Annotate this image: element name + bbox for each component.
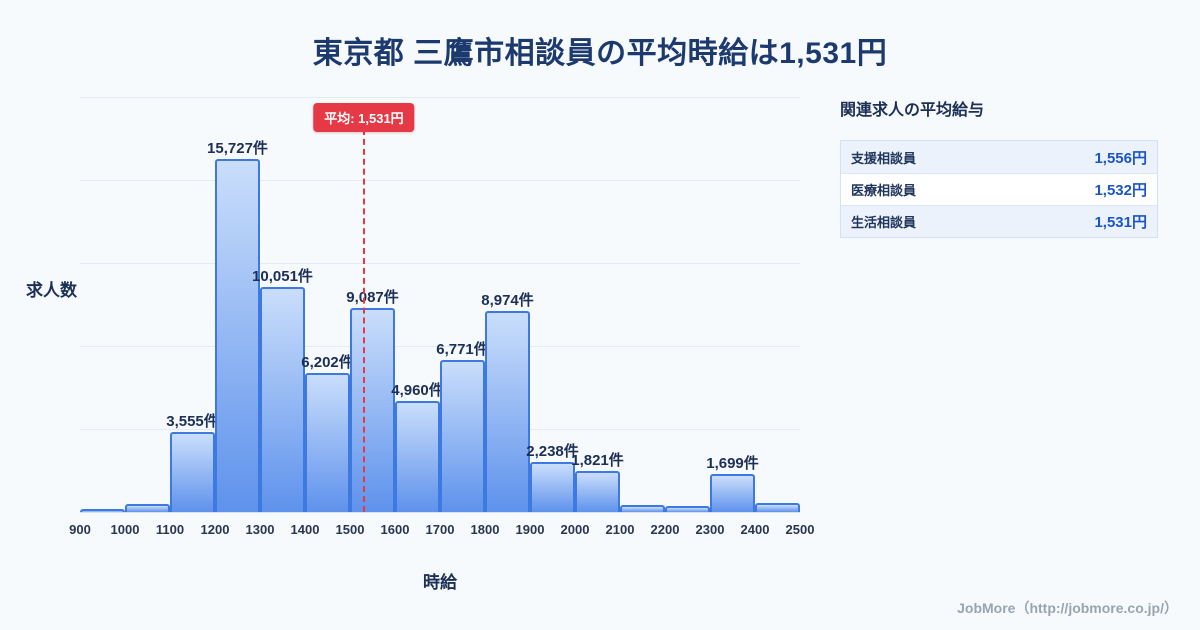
salary-value: 1,556円 — [1094, 149, 1147, 167]
x-axis-line — [80, 512, 800, 513]
bar-value-label: 8,974件 — [481, 291, 534, 309]
bar-value-label: 1,699件 — [706, 454, 759, 472]
histogram-bin: 1,821件 — [571, 97, 624, 512]
histogram-bar: 2,238件 — [526, 443, 579, 512]
footer-credit: JobMore（http://jobmore.co.jp/） — [957, 600, 1178, 616]
bar-value-label: 15,727件 — [207, 140, 268, 158]
bar-value-label: 4,960件 — [391, 381, 444, 399]
x-tick-label: 1000 — [110, 522, 140, 537]
panel-title: 関連求人の平均給与 — [840, 102, 985, 119]
histogram-bin: 6,202件 — [301, 97, 354, 512]
bar-value-label: 6,202件 — [301, 353, 354, 371]
histogram-bin: 6,771件 — [436, 97, 489, 512]
job-title: 支援相談員 — [851, 150, 917, 166]
bar-value-label: 3,555件 — [166, 413, 219, 431]
histogram-bin: 15,727件 — [207, 97, 268, 512]
salary-table: 支援相談員 1,556円医療相談員 1,532円生活相談員 1,531円 — [840, 140, 1158, 238]
x-tick-label: 1900 — [515, 522, 545, 537]
x-tick-label: 1400 — [290, 522, 320, 537]
histogram-bar: 1,699件 — [706, 455, 759, 512]
histogram-bar: 4,960件 — [391, 382, 444, 512]
x-tick-label: 900 — [69, 522, 91, 537]
job-title: 医療相談員 — [851, 183, 917, 198]
histogram-bar: 15,727件 — [207, 140, 268, 512]
histogram-bar — [755, 503, 800, 512]
histogram-bin — [80, 97, 125, 512]
bar-value-label: 9,087件 — [346, 289, 399, 307]
x-tick-label: 2400 — [740, 522, 770, 537]
histogram-bin: 8,974件 — [481, 97, 534, 512]
x-tick-label: 2500 — [785, 522, 815, 537]
gridline — [80, 180, 800, 181]
x-tick-label: 1200 — [200, 522, 230, 537]
salary-value: 1,531円 — [1094, 214, 1147, 231]
x-axis-ticks: 900 1000 1100 1200 1300 1400 1500 1600 1700 1800 1… — [69, 522, 814, 540]
x-tick-label: 2000 — [560, 522, 590, 537]
histogram-bar — [80, 508, 125, 512]
y-axis-label: 求人数 — [26, 281, 77, 300]
histogram-bar — [665, 506, 710, 512]
histogram-bar: 9,087件 — [346, 289, 399, 512]
histogram-bar: 10,051件 — [252, 268, 313, 512]
x-tick-label: 1700 — [425, 522, 455, 537]
salary-row: 生活相談員 1,531円 — [841, 205, 1157, 237]
x-tick-label: 1800 — [470, 522, 500, 537]
histogram-bin: 1,699件 — [706, 97, 759, 512]
x-tick-label: 1300 — [245, 522, 275, 537]
bar-value-label: 1,821件 — [571, 452, 624, 470]
bar-value-label: 10,051件 — [252, 267, 313, 285]
x-tick-label: 1500 — [335, 522, 365, 537]
page-title: 東京都 三鷹市相談員の平均時給は1,531円 — [312, 37, 888, 70]
gridline — [80, 346, 800, 347]
histogram-bin: 10,051件 — [252, 97, 313, 512]
x-axis-label: 時給 — [423, 573, 457, 592]
x-tick-label: 1600 — [380, 522, 410, 537]
mean-dashed-line — [362, 129, 365, 512]
histogram-bin: 9,087件 — [346, 97, 399, 512]
histogram-bin — [125, 97, 170, 512]
histogram-plot-area: 3,555件 15,727件 10,051件 6,202件 9,087件 4,960件 6,… — [80, 97, 800, 513]
bar-value-label: 2,238件 — [526, 442, 579, 460]
histogram-bar: 3,555件 — [166, 413, 219, 512]
related-jobs-panel: 関連求人の平均給与 支援相談員 1,556円医療相談員 1,532円生活相談員 1,5… — [840, 96, 1158, 238]
salary-value: 1,532円 — [1094, 182, 1147, 199]
histogram-bar: 6,771件 — [436, 341, 489, 512]
histogram-bar: 8,974件 — [481, 292, 534, 512]
histogram-bin — [755, 97, 800, 512]
histogram-bin: 2,238件 — [526, 97, 579, 512]
bar-value-label: 6,771件 — [436, 341, 489, 359]
salary-row: 支援相談員 1,556円 — [841, 141, 1157, 173]
gridline — [80, 263, 800, 264]
histogram-bar — [125, 504, 170, 512]
histogram-bin: 3,555件 — [166, 97, 219, 512]
x-tick-label: 2200 — [650, 522, 680, 537]
histogram-bars: 3,555件 15,727件 10,051件 6,202件 9,087件 4,960件 6,… — [80, 97, 800, 512]
histogram-bin — [620, 97, 665, 512]
salary-row: 医療相談員 1,532円 — [841, 173, 1157, 205]
x-tick-label: 1100 — [155, 522, 185, 537]
histogram-bin: 4,960件 — [391, 97, 444, 512]
mean-badge: 平均: 1,531円 — [313, 103, 415, 132]
histogram-bar: 6,202件 — [301, 354, 354, 512]
x-tick-label: 2300 — [695, 522, 725, 537]
histogram-bin — [665, 97, 710, 512]
x-tick-label: 2100 — [605, 522, 635, 537]
gridline — [80, 97, 800, 98]
job-title: 生活相談員 — [851, 215, 917, 230]
histogram-bar: 1,821件 — [571, 452, 624, 512]
histogram-bar — [620, 505, 665, 512]
